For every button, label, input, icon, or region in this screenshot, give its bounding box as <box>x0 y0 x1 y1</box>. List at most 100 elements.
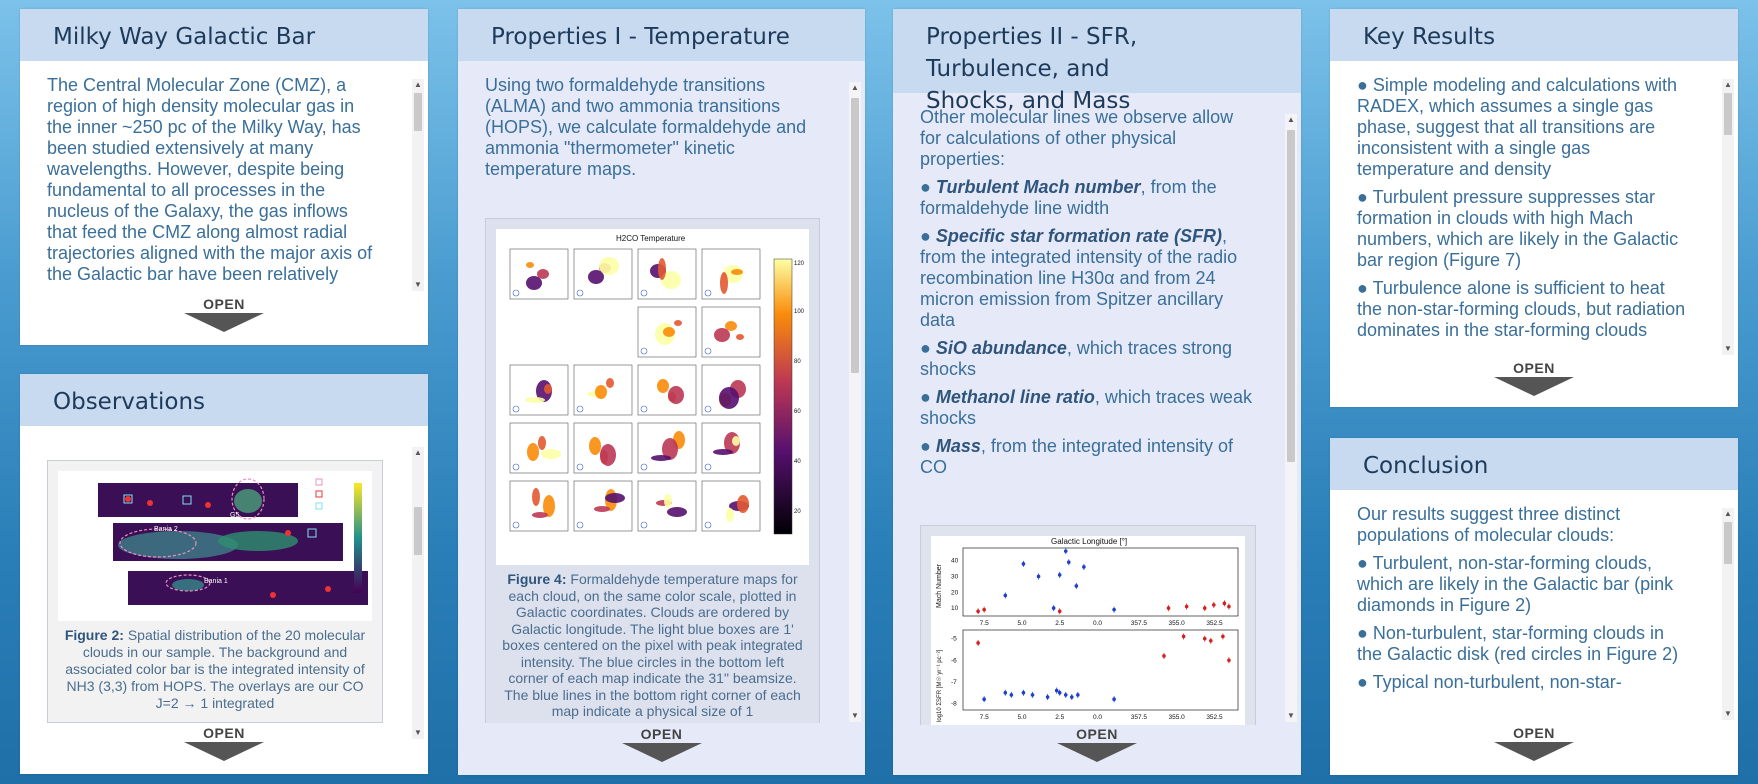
property-term: Turbulent Mach number <box>935 177 1141 197</box>
temperature-blob <box>588 270 604 284</box>
property-term: Mass <box>935 436 981 456</box>
temperature-blob <box>595 385 607 399</box>
scroll-up-arrow[interactable]: ▲ <box>1287 115 1295 124</box>
data-point <box>1063 693 1068 697</box>
conclusion-item: ● Non-turbulent, star-forming clouds in … <box>1357 623 1679 664</box>
scroll-thumb[interactable] <box>1724 522 1732 564</box>
scroll-thumb[interactable] <box>851 98 859 373</box>
conclusion-item: ● Typical non-turbulent, non-star- <box>1357 672 1622 692</box>
property-item: ● SiO abundance, which traces strong sho… <box>920 338 1232 379</box>
open-arrow-icon <box>621 743 702 762</box>
beam-circle <box>512 521 520 529</box>
temperature-map-panel <box>509 480 569 532</box>
figure-label: Figure 2: <box>64 627 124 643</box>
open-button[interactable]: OPEN <box>174 726 274 761</box>
scroll-down-arrow[interactable]: ▼ <box>414 280 422 289</box>
panel-conclusion: Conclusion Our results suggest three dis… <box>1330 438 1738 775</box>
beam-circle <box>640 347 648 355</box>
data-point <box>1003 690 1008 695</box>
scroll-down-arrow[interactable]: ▼ <box>851 711 859 720</box>
data-point <box>1074 584 1079 588</box>
temperature-blob <box>731 269 743 275</box>
temperature-blob <box>527 443 539 461</box>
data-point <box>1181 634 1186 639</box>
temperature-blob <box>657 379 669 393</box>
open-button[interactable]: OPEN <box>1047 727 1147 762</box>
panel-body[interactable]: Our results suggest three distinct popul… <box>1330 504 1738 724</box>
scroll-up-arrow[interactable]: ▲ <box>1724 509 1732 518</box>
temperature-blob <box>726 508 734 522</box>
scroll-up-arrow[interactable]: ▲ <box>414 448 422 457</box>
panel-body[interactable]: Using two formaldehyde transitions (ALMA… <box>458 75 865 723</box>
property-item: ● Methanol line ratio, which traces weak… <box>920 387 1252 428</box>
temperature-blob <box>526 262 534 268</box>
scrollbar[interactable]: ▲ ▼ <box>1285 114 1297 722</box>
open-arrow-icon <box>1057 743 1137 762</box>
data-point <box>1212 603 1216 607</box>
x-tick-label: 7.5 <box>980 620 989 627</box>
figure-label: Bania 1 <box>204 578 228 585</box>
x-tick-label: 2.5 <box>1055 620 1064 627</box>
temperature-blob <box>720 272 728 294</box>
beam-circle <box>640 463 648 471</box>
open-arrow-icon <box>184 313 264 332</box>
data-point <box>1021 690 1026 695</box>
scrollbar[interactable]: ▲ ▼ <box>849 82 861 722</box>
temperature-blob <box>663 327 675 337</box>
data-point <box>1221 634 1225 639</box>
scroll-thumb[interactable] <box>1724 93 1732 135</box>
beam-circle <box>576 521 584 529</box>
colorbar-tick: 100 <box>794 309 805 315</box>
beam-circle <box>512 463 520 471</box>
scroll-up-arrow[interactable]: ▲ <box>1724 80 1732 89</box>
temperature-blob <box>651 455 671 461</box>
caption-text: Formaldehyde temperature maps for each c… <box>502 571 803 719</box>
figure-label: Bania 2 <box>154 526 178 533</box>
temperature-blob <box>668 386 684 404</box>
scroll-down-arrow[interactable]: ▼ <box>414 728 422 737</box>
scroll-down-arrow[interactable]: ▼ <box>1287 711 1295 720</box>
scroll-thumb[interactable] <box>1287 130 1295 462</box>
colorbar-tick: 20 <box>794 509 801 515</box>
intro-text: Using two formaldehyde transitions (ALMA… <box>485 75 807 179</box>
temperature-blob <box>674 320 682 326</box>
scrollbar[interactable]: ▲ ▼ <box>412 79 424 291</box>
y-tick-label: 20 <box>951 589 959 596</box>
scrollbar[interactable]: ▲ ▼ <box>1722 79 1734 355</box>
open-arrow-icon <box>1494 377 1574 396</box>
y-tick-label: -8 <box>951 701 957 708</box>
scrollbar[interactable]: ▲ ▼ <box>1722 508 1734 720</box>
figure-mach-sfr: Galactic Longitude [°] Mach Number log10… <box>920 525 1261 725</box>
panel-body[interactable]: Other molecular lines we observe allow f… <box>893 107 1301 725</box>
beam-circle <box>640 289 648 297</box>
panel-body[interactable]: The Central Molecular Zone (CMZ), a regi… <box>20 75 428 295</box>
open-button[interactable]: OPEN <box>1484 361 1584 396</box>
data-point <box>1051 606 1056 610</box>
data-point <box>1021 562 1026 566</box>
data-point <box>1209 639 1213 643</box>
open-label: OPEN <box>1076 726 1118 742</box>
panel-body[interactable]: ● Simple modeling and calculations with … <box>1330 75 1738 357</box>
property-desc: , from the integrated intensity of CO <box>920 436 1234 477</box>
scroll-up-arrow[interactable]: ▲ <box>414 80 422 89</box>
scroll-thumb[interactable] <box>414 93 422 131</box>
scroll-down-arrow[interactable]: ▼ <box>1724 709 1732 718</box>
open-button[interactable]: OPEN <box>174 297 274 332</box>
scrollbar[interactable]: ▲ ▼ <box>412 447 424 739</box>
panel-key-results: Key Results ● Simple modeling and calcul… <box>1330 9 1738 407</box>
temperature-blob <box>543 495 555 517</box>
temperature-blob <box>664 494 672 508</box>
temperature-blob <box>606 378 614 388</box>
panel-body[interactable]: G5 Bania 2 Bania 1 Figure 2: Spatial dis… <box>20 460 428 738</box>
temperature-blob <box>544 384 552 394</box>
figure-2: G5 Bania 2 Bania 1 Figure 2: Spatial dis… <box>47 460 383 723</box>
open-button[interactable]: OPEN <box>1484 726 1584 761</box>
data-point <box>1202 636 1207 641</box>
colorbar-tick: 120 <box>794 261 805 267</box>
open-button[interactable]: OPEN <box>612 727 712 762</box>
beam-circle <box>512 289 520 297</box>
figure-2-caption: Figure 2: Spatial distribution of the 20… <box>58 621 372 712</box>
scroll-up-arrow[interactable]: ▲ <box>851 83 859 92</box>
scroll-thumb[interactable] <box>414 507 422 555</box>
scroll-down-arrow[interactable]: ▼ <box>1724 344 1732 353</box>
